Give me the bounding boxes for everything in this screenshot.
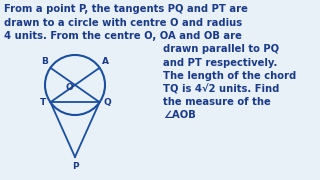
Text: TQ is 4√2 units. Find: TQ is 4√2 units. Find <box>163 84 279 94</box>
Text: O: O <box>65 82 73 91</box>
Text: From a point P, the tangents PQ and PT are: From a point P, the tangents PQ and PT a… <box>4 4 248 14</box>
Text: A: A <box>102 57 109 66</box>
Text: 4 units. From the centre O, OA and OB are: 4 units. From the centre O, OA and OB ar… <box>4 31 242 41</box>
Text: P: P <box>72 162 78 171</box>
Text: the measure of the: the measure of the <box>163 97 271 107</box>
Text: T: T <box>40 98 46 107</box>
Text: Q: Q <box>104 98 111 107</box>
Text: drawn to a circle with centre O and radius: drawn to a circle with centre O and radi… <box>4 17 242 28</box>
Text: The length of the chord: The length of the chord <box>163 71 296 81</box>
Text: ∠AOB: ∠AOB <box>163 111 196 120</box>
Text: drawn parallel to PQ: drawn parallel to PQ <box>163 44 279 55</box>
Text: and PT respectively.: and PT respectively. <box>163 58 277 68</box>
Text: B: B <box>41 57 48 66</box>
